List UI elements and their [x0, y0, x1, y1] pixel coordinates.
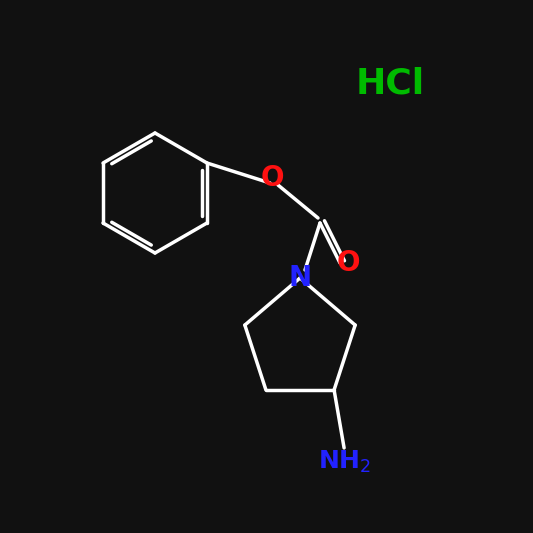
Text: NH$_2$: NH$_2$: [318, 449, 370, 475]
Text: O: O: [260, 164, 284, 192]
Text: O: O: [336, 249, 360, 277]
Text: HCl: HCl: [356, 66, 425, 100]
Text: N: N: [288, 264, 312, 292]
